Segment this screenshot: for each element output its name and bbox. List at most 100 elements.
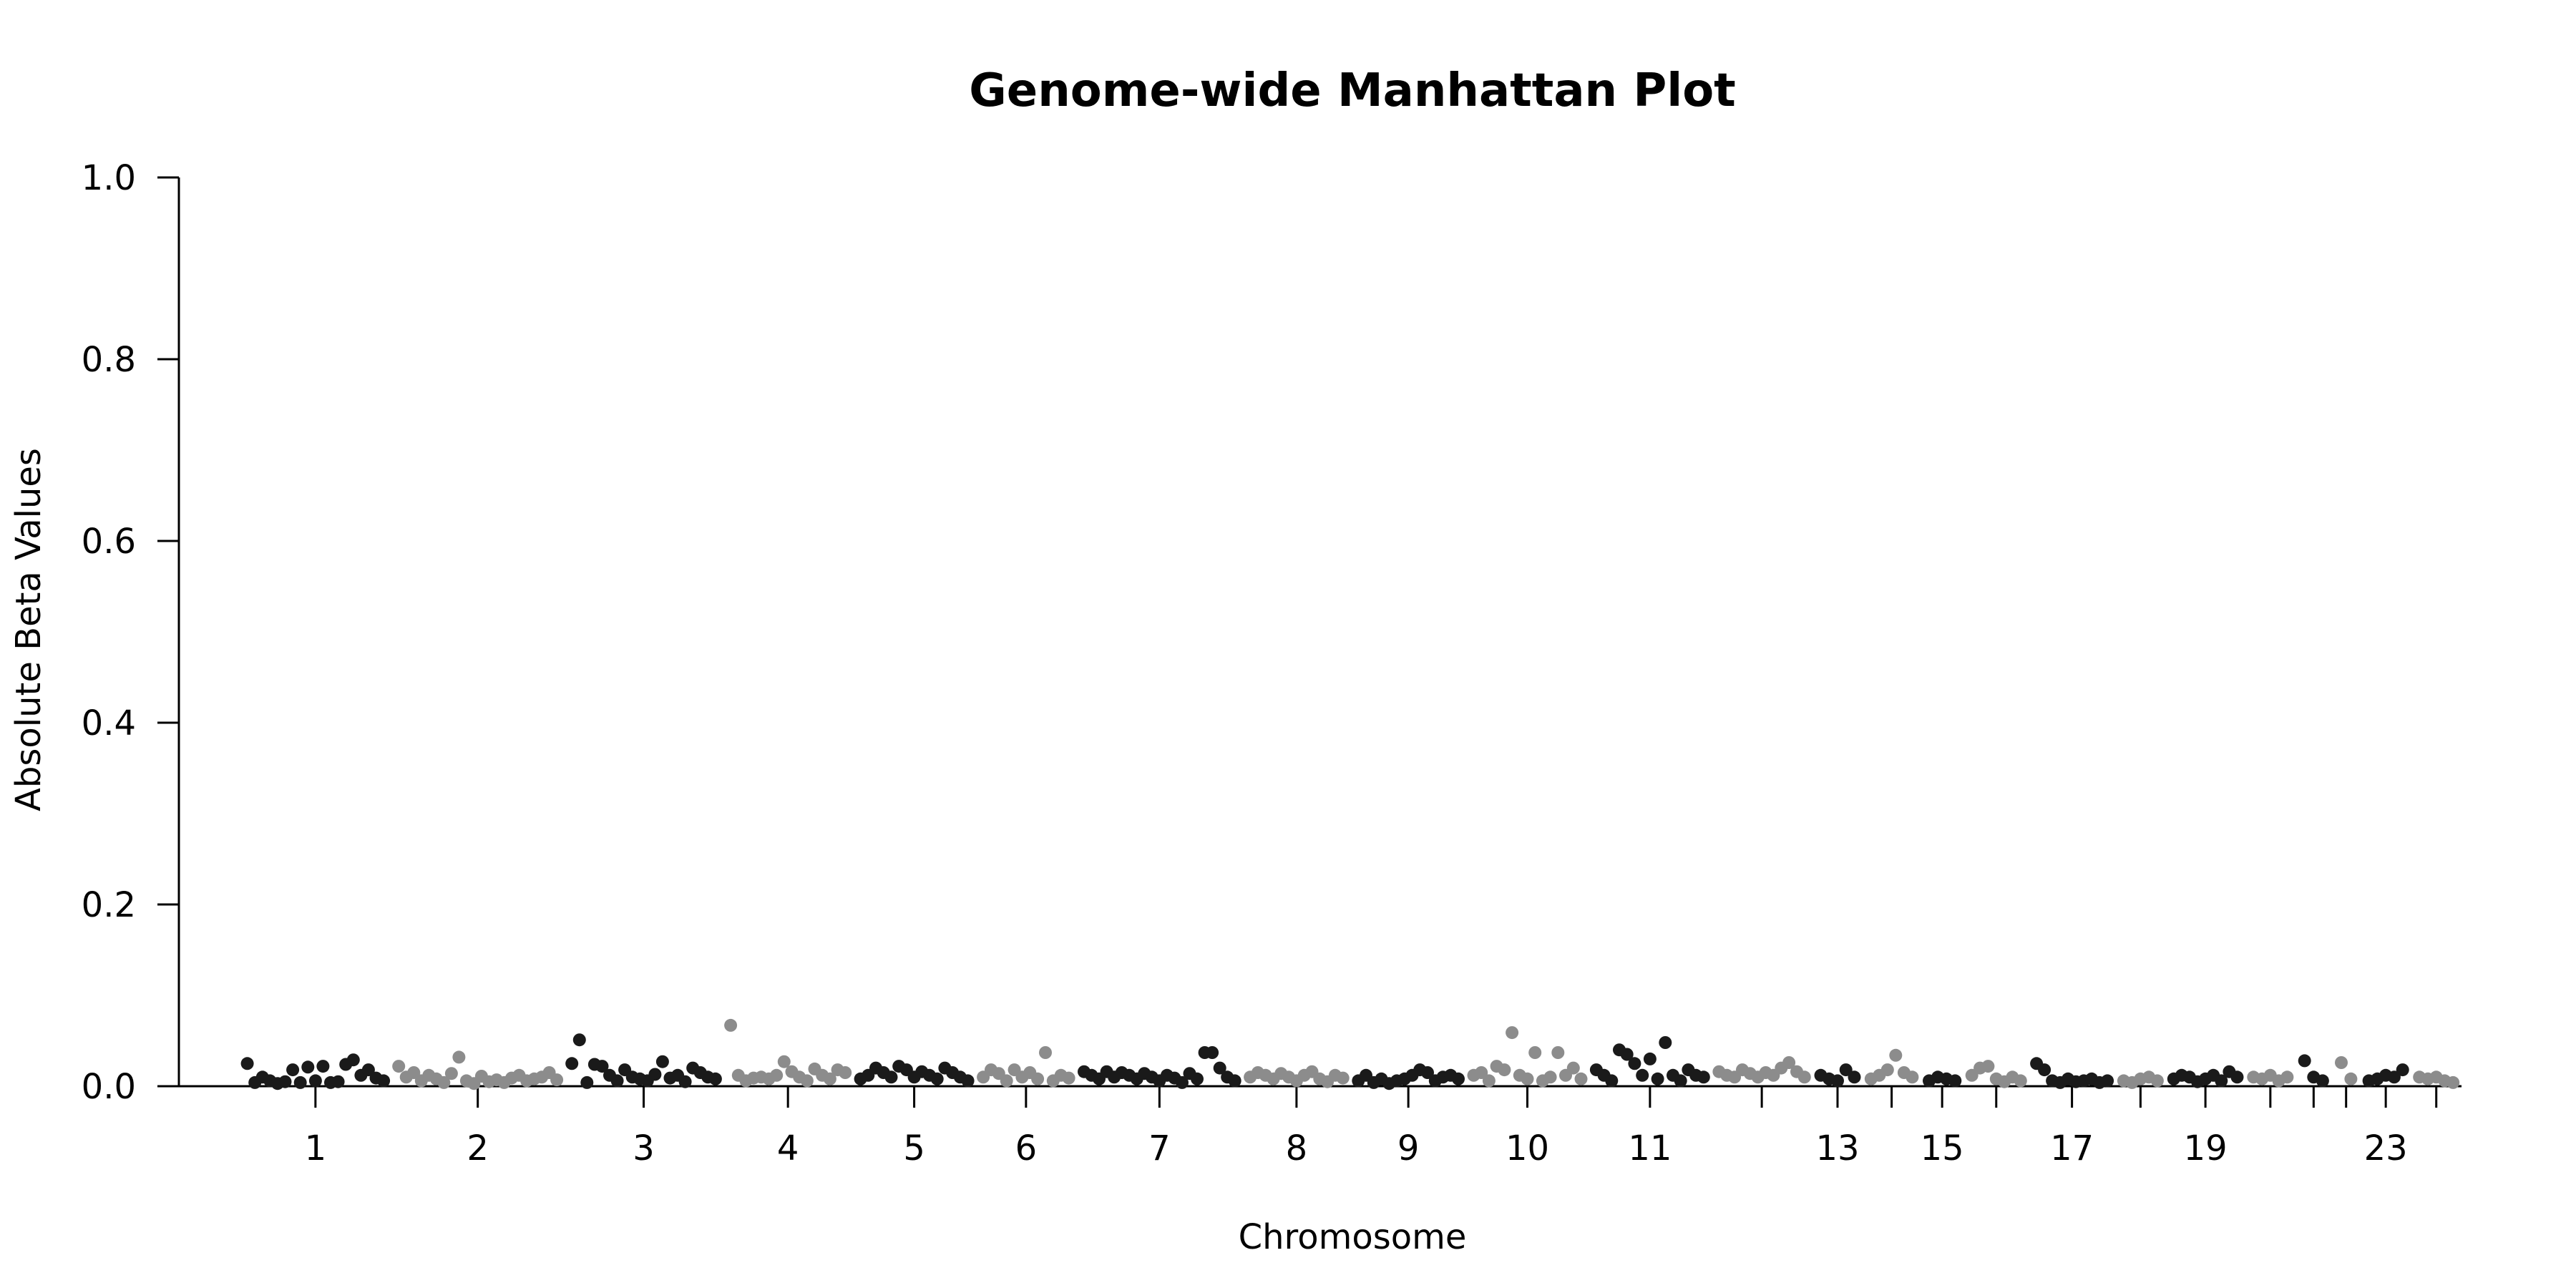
data-point [1674,1074,1687,1088]
data-point [1566,1061,1580,1075]
data-point [452,1050,466,1064]
x-tick-label: 23 [2364,1128,2408,1169]
data-point [437,1075,451,1089]
data-point [884,1070,898,1084]
x-tick-label: 17 [2050,1128,2094,1169]
data-point [1551,1046,1565,1059]
data-point [1636,1068,1649,1082]
data-point [1948,1074,1962,1088]
x-tick-label: 9 [1397,1128,1420,1169]
data-point [1213,1061,1226,1075]
data-point [377,1074,391,1088]
data-point [1039,1046,1052,1059]
data-point [2101,1074,2114,1088]
data-point [1981,1060,1995,1073]
data-point [361,1063,375,1077]
data-point [678,1075,692,1088]
data-point [1452,1072,1465,1085]
y-tick-label: 0.8 [82,340,136,380]
data-point [1797,1070,1811,1084]
data-point [1880,1063,1894,1077]
data-point [1782,1056,1796,1069]
x-tick-label: 6 [1015,1128,1038,1169]
data-point [595,1060,609,1073]
data-point [316,1060,330,1073]
data-points [240,1018,2460,1091]
data-point [392,1060,406,1073]
data-point [2446,1075,2460,1089]
data-point [2014,1074,2027,1088]
data-point [961,1074,975,1088]
data-point [1620,1048,1634,1061]
x-axis-label: Chromosome [1239,1217,1467,1257]
data-point [2335,1056,2348,1069]
data-point [1506,1026,1519,1040]
x-tick-label: 5 [903,1128,925,1169]
axes: 0.00.20.40.60.81.01 2 3 4 5 6 7 8 9 10 11 13 15 17 19 2… [82,158,2462,1169]
data-point [1848,1070,1861,1084]
data-point [2150,1074,2164,1088]
x-tick-label: 8 [1286,1128,1308,1169]
data-point [1651,1072,1664,1085]
x-tick-label: 19 [2184,1128,2228,1169]
data-point [1191,1072,1204,1085]
data-point [839,1066,852,1079]
data-point [930,1072,944,1085]
data-point [565,1057,579,1070]
data-point [655,1055,669,1068]
data-point [2298,1054,2311,1068]
y-tick-label: 0.6 [82,522,136,562]
data-point [1421,1066,1434,1079]
data-point [610,1074,624,1088]
data-point [1574,1072,1588,1085]
data-point [1228,1074,1241,1088]
data-point [580,1075,594,1089]
data-point [2230,1070,2244,1084]
data-point [1643,1052,1657,1065]
data-point [770,1068,784,1082]
data-point [1659,1036,1672,1049]
data-point [1475,1066,1488,1079]
data-point [800,1074,814,1088]
data-point [308,1074,322,1088]
data-point [1498,1063,1511,1077]
data-point [823,1072,836,1085]
data-point [1062,1071,1075,1085]
data-point [1336,1071,1350,1085]
data-point [708,1072,722,1085]
data-point [444,1067,458,1080]
data-point [724,1018,738,1032]
data-point [240,1057,254,1070]
data-point [1031,1072,1045,1085]
x-tick-label: 1 [305,1128,327,1169]
y-axis-label: Absolute Beta Values [9,448,49,811]
data-point [1206,1046,1219,1059]
data-point [301,1060,315,1074]
data-point [1889,1048,1903,1062]
data-point [293,1075,307,1089]
data-point [1000,1074,1013,1088]
data-point [2344,1072,2358,1085]
x-tick-label: 15 [1921,1128,1964,1169]
data-point [1628,1057,1641,1070]
data-point [550,1073,564,1087]
data-point [2316,1074,2329,1088]
y-tick-label: 0.0 [82,1067,136,1107]
data-point [2280,1070,2294,1084]
data-point [572,1033,586,1047]
x-tick-label: 7 [1148,1128,1171,1169]
data-point [2387,1070,2401,1084]
x-tick-label: 4 [777,1128,799,1169]
data-point [1605,1074,1619,1088]
data-point [407,1066,421,1079]
x-tick-label: 3 [633,1128,655,1169]
data-point [1176,1075,1189,1089]
y-tick-label: 0.2 [82,885,136,925]
data-point [286,1063,300,1077]
data-point [1528,1046,1542,1059]
y-tick-label: 0.4 [82,703,136,743]
data-point [1482,1074,1496,1088]
data-point [648,1068,662,1081]
data-point [1521,1072,1534,1085]
